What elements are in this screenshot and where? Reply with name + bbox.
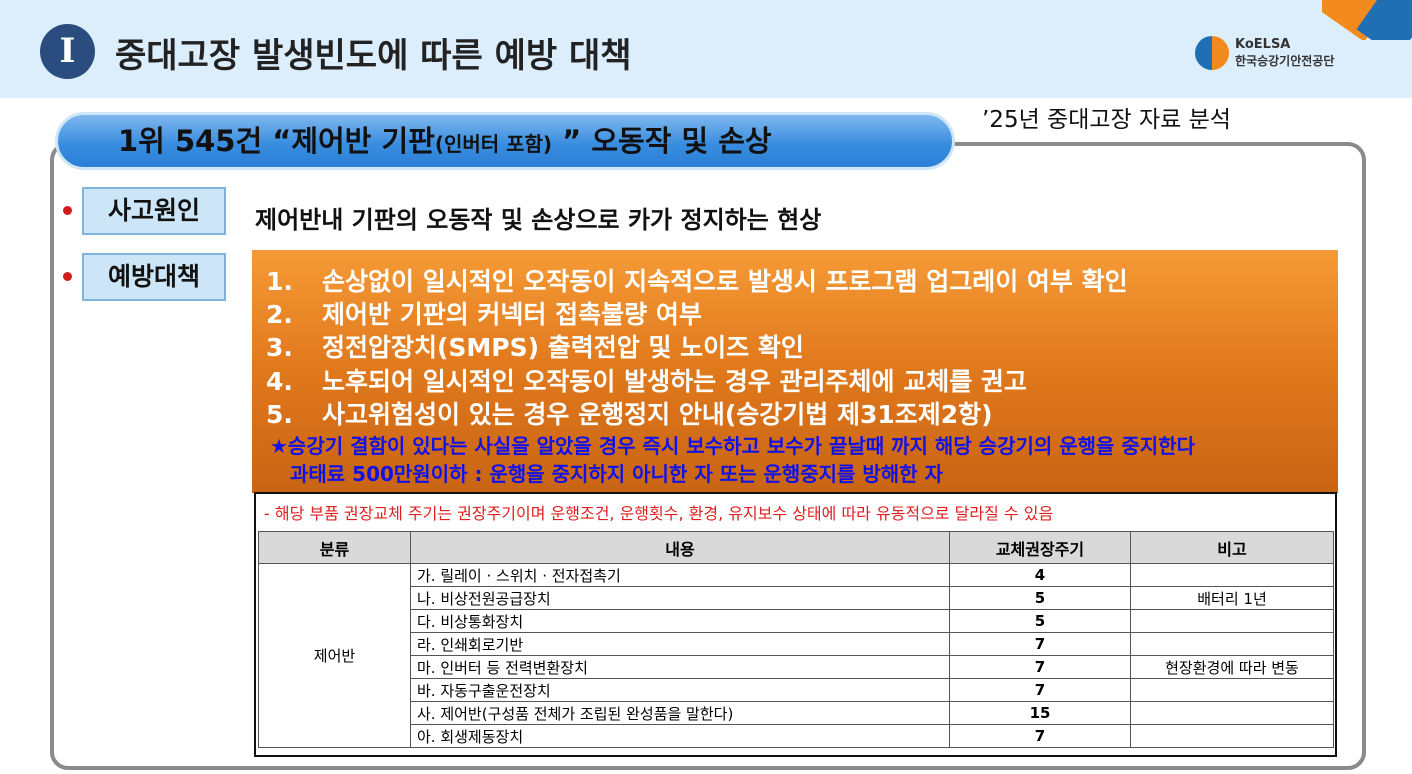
- penalty-line: 과태료 500만원이하 : 운행을 중지하지 아니한 자 또는 운행중지를 방해…: [290, 462, 943, 486]
- table-row: 제어반 가. 릴레이 · 스위치 · 전자접촉기 4: [258, 563, 1334, 748]
- subtitle-end: ” 오동작 및 손상: [552, 124, 772, 158]
- prevention-item: 1. 손상없이 일시적인 오작동이 지속적으로 발생시 프로그램 업그레이 여부 …: [266, 267, 1128, 296]
- logo-icon: [1195, 36, 1229, 70]
- table-note: - 해당 부품 권장교체 주기는 권장주기이며 운행조건, 운행횟수, 환경, …: [264, 504, 1054, 523]
- bullet-icon: [63, 206, 72, 215]
- prevention-box: 1. 손상없이 일시적인 오작동이 지속적으로 발생시 프로그램 업그레이 여부 …: [252, 250, 1338, 493]
- logo-en: KoELSA: [1235, 37, 1291, 52]
- cause-label: 사고원인: [82, 187, 226, 235]
- koelsa-logo: KoELSA 한국승강기안전공단: [1195, 36, 1334, 70]
- section-badge: I: [40, 24, 95, 79]
- logo-ko: 한국승강기안전공단: [1235, 54, 1335, 68]
- table-row: 다. 비상통화장치 5: [259, 609, 1334, 633]
- header-band: I 중대고장 발생빈도에 따른 예방 대책 KoELSA 한국승강기안전공단: [0, 0, 1412, 98]
- table-header: 분류 내용 교체권장주기 비고: [258, 531, 1334, 564]
- subtitle-banner: 1위 545건 “제어반 기판(인버터 포함) ” 오동작 및 손상: [55, 112, 955, 170]
- table-row: 아. 회생제동장치 7: [259, 724, 1334, 748]
- table-row: 마. 인버터 등 전력변환장치 7 현장환경에 따라 변동: [259, 655, 1334, 679]
- cause-text: 제어반내 기판의 오동작 및 손상으로 카가 정지하는 현상: [255, 206, 822, 234]
- page-title: 중대고장 발생빈도에 따른 예방 대책: [115, 36, 632, 76]
- replacement-table: 분류 내용 교체권장주기 비고 제어반 가. 릴레이 · 스위치 · 전자접촉기 4…: [258, 531, 1334, 748]
- prevention-item: 4. 노후되어 일시적인 오작동이 발생하는 경우 관리주체에 교체를 권고: [266, 367, 1027, 396]
- table-row: 사. 제어반(구성품 전체가 조립된 완성품을 말한다) 15: [259, 701, 1334, 725]
- corner-decoration: [1322, 0, 1412, 40]
- warning-line: ★승강기 결함이 있다는 사실을 알았을 경우 즉시 보수하고 보수가 끝날때 …: [270, 434, 1196, 458]
- prevention-label: 예방대책: [82, 253, 226, 301]
- subtitle-small: (인버터 포함): [434, 132, 553, 156]
- subtitle-main: 1위 545건 “제어반 기판: [118, 124, 435, 158]
- prevention-item: 5. 사고위험성이 있는 경우 운행정지 안내(승강기법 제31조제2항): [266, 400, 993, 429]
- table-row: 바. 자동구출운전장치 7: [259, 678, 1334, 702]
- analysis-caption: ’25년 중대고장 자료 분석: [982, 107, 1231, 133]
- prevention-item: 3. 정전압장치(SMPS) 출력전압 및 노이즈 확인: [266, 333, 804, 362]
- table-row: 나. 비상전원공급장치 5 배터리 1년: [259, 586, 1334, 610]
- table-row: 라. 인쇄회로기반 7: [259, 632, 1334, 656]
- prevention-item: 2. 제어반 기판의 커넥터 접촉불량 여부: [266, 300, 702, 329]
- bullet-icon: [63, 272, 72, 281]
- replacement-table-box: - 해당 부품 권장교체 주기는 권장주기이며 운행조건, 운행횟수, 환경, …: [254, 492, 1337, 757]
- category-cell: 제어반: [258, 563, 411, 748]
